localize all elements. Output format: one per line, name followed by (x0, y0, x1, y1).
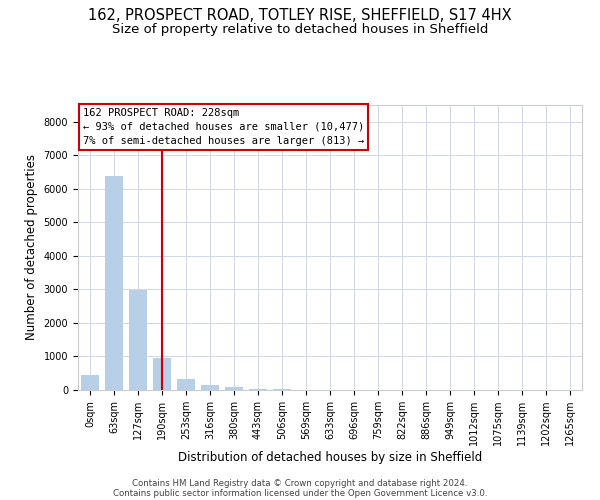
Bar (249, 388, 267, 390)
Text: 162 PROSPECT ROAD: 228sqm
← 93% of detached houses are smaller (10,477)
7% of se: 162 PROSPECT ROAD: 228sqm ← 93% of detac… (83, 108, 364, 146)
Bar (81, 375, 99, 390)
Text: Size of property relative to detached houses in Sheffield: Size of property relative to detached ho… (112, 22, 488, 36)
Bar (153, 358, 171, 390)
Bar (129, 290, 147, 390)
Y-axis label: Number of detached properties: Number of detached properties (25, 154, 38, 340)
Text: Contains HM Land Registry data © Crown copyright and database right 2024.: Contains HM Land Registry data © Crown c… (132, 478, 468, 488)
Bar (225, 388, 243, 390)
Bar (201, 385, 219, 390)
Text: Contains public sector information licensed under the Open Government Licence v3: Contains public sector information licen… (113, 488, 487, 498)
X-axis label: Distribution of detached houses by size in Sheffield: Distribution of detached houses by size … (178, 451, 482, 464)
Bar (105, 176, 123, 390)
Text: 162, PROSPECT ROAD, TOTLEY RISE, SHEFFIELD, S17 4HX: 162, PROSPECT ROAD, TOTLEY RISE, SHEFFIE… (88, 8, 512, 22)
Bar (177, 379, 195, 390)
